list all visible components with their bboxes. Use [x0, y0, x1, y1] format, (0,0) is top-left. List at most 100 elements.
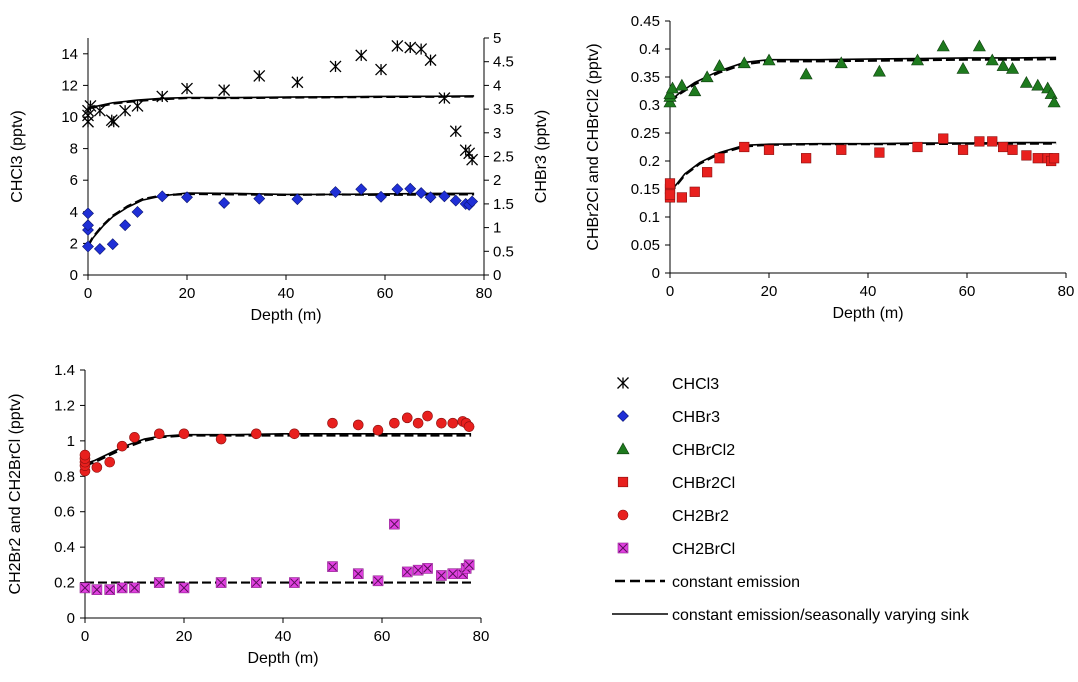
- panel2-chbr2cl-point: [957, 144, 969, 155]
- panel2-chbr2cl-point: [987, 136, 998, 147]
- panel2-chbrcl2-point: [799, 67, 813, 80]
- panel1-chcl3-point: [449, 125, 462, 138]
- panel3-ch2br2-point: [389, 417, 400, 429]
- panel3-ch2brcl-point-stroke: [154, 578, 164, 587]
- panel2-chbrcl2-point-shape: [762, 53, 776, 66]
- panel1-chcl3-point: [466, 153, 479, 166]
- panel1-chbr3-point: [131, 206, 144, 218]
- panel1-chcl3-point: [438, 92, 451, 104]
- panel1-chcl3-point: [218, 84, 231, 97]
- panel2-chbr2cl-point: [664, 178, 676, 189]
- panel3-y-tick-label: 1.2: [54, 397, 75, 414]
- panel2-chbrcl2-point-shape: [675, 78, 689, 91]
- panel3-ch2brcl-point-stroke: [464, 560, 474, 570]
- legend-chbr2cl-swatch-shape: [617, 476, 629, 488]
- panel2-chbrcl2-point-shape: [936, 39, 950, 52]
- panel2-chbr2cl-point: [739, 141, 750, 153]
- panel1-chcl3-point: [84, 99, 97, 112]
- panel3-ch2brcl-point: [436, 570, 447, 581]
- panel2-chbrcl2-point-shape: [688, 84, 702, 97]
- legend-chcl3-swatch: [617, 377, 629, 389]
- panel2-chbr2cl-point-shape: [874, 147, 885, 158]
- panel3-ch2brcl-point: [463, 559, 475, 571]
- panel2-chbr2cl-point-shape: [836, 144, 847, 155]
- panel2-chbrcl2-point: [1019, 75, 1033, 88]
- panel2-chbrcl2-point: [996, 59, 1010, 71]
- panel3-ch2brcl-point: [104, 584, 116, 595]
- panel1-chbr3-point-shape: [415, 187, 428, 199]
- panel1-chcl3-point: [181, 82, 193, 95]
- panel3-ch2br2-point: [116, 440, 128, 452]
- legend-ch2br2-label: CH2Br2: [672, 508, 729, 525]
- panel2-chbrcl2-point-shape: [799, 67, 813, 80]
- panel2-x-tick-label: 80: [1058, 283, 1075, 300]
- panel3-ch2brcl-point-stroke: [413, 565, 423, 575]
- panel1-model-line-solid: [87, 95, 475, 109]
- panel1-x-tick-label: 40: [278, 285, 295, 302]
- panel1-y-tick-label: 12: [61, 77, 78, 94]
- panel3-ch2brcl-point-stroke: [328, 562, 337, 571]
- panel3-model-line-solid: [84, 432, 472, 465]
- panel3-ch2brcl-point: [447, 568, 459, 580]
- panel3-x-tick-label: 20: [176, 628, 193, 645]
- panel2-chbrcl2-point-shape: [910, 53, 925, 66]
- panel1-y2-tick-label: 1.5: [493, 196, 514, 213]
- panel1-x-tick-label: 60: [377, 285, 394, 302]
- panel2-y-tick-label: 0.05: [631, 237, 660, 254]
- panel1-chbr3-point-shape: [391, 183, 404, 196]
- panel3-ch2br2-point-shape: [153, 428, 165, 440]
- panel1-chbr3-point-shape: [181, 191, 193, 204]
- panel3-ch2brcl-point-stroke: [290, 578, 299, 587]
- panel2-chbr2cl-point-shape: [702, 167, 713, 178]
- panel1-chbr3-point: [156, 190, 169, 203]
- panel3-ch2brcl-point: [412, 564, 424, 576]
- panel2-y-tick-label: 0.15: [631, 181, 660, 198]
- panel3-ch2brcl-point-stroke: [105, 585, 115, 595]
- panel2-chbr2cl-point: [1049, 153, 1060, 164]
- panel3-ch2br2-point: [104, 456, 116, 468]
- panel2-x-tick-label: 40: [860, 283, 877, 300]
- panel1-chcl3-point: [375, 63, 387, 76]
- panel3-ch2br2-point: [129, 432, 140, 443]
- panel1-chbr3-point: [119, 219, 132, 232]
- panel2-y-tick-label: 0.35: [631, 69, 660, 86]
- panel1-chbr3-point: [181, 191, 193, 204]
- panel1-model-line-solid: [87, 192, 475, 247]
- panel2-y-tick-label: 0.25: [631, 125, 660, 142]
- panel3-ch2brcl-point: [129, 582, 140, 594]
- panel3-ch2brcl-point: [389, 518, 400, 530]
- panel2-chbr2cl-point: [874, 147, 885, 158]
- panel1-chcl3-point: [391, 39, 404, 52]
- legend-chcl3-label: CHCl3: [672, 376, 719, 393]
- panel2-chbr2cl-point: [998, 141, 1009, 153]
- panel3-ch2brcl-point: [401, 566, 413, 578]
- legend-ch2brcl-swatch-stroke: [618, 543, 628, 553]
- panel2-model-line-solid: [669, 56, 1057, 102]
- panel2-chbr2cl-point-shape: [987, 136, 998, 147]
- panel1-chbr3-point-shape: [291, 193, 304, 206]
- legend-chbrcl2-label: CHBrCl2: [672, 442, 735, 459]
- panel3-ch2brcl-point-stroke: [390, 519, 399, 529]
- panel3-ch2brcl-point-stroke: [373, 576, 383, 586]
- panel1-chbr3-point-shape: [93, 243, 106, 255]
- panel1-chbr3-point: [218, 197, 231, 209]
- panel3-ch2br2-point-shape: [289, 428, 300, 440]
- panel2-y-axis-label: CHBr2Cl and CHBrCl2 (pptv): [585, 43, 602, 250]
- panel3-ch2brcl-point: [153, 577, 165, 588]
- panel3-ch2br2-point-shape: [401, 412, 413, 424]
- panel3-ch2brcl-point: [91, 584, 103, 595]
- panel2-chbrcl2-point-shape: [1047, 95, 1061, 108]
- panel2-chbrcl2-point: [1006, 61, 1020, 74]
- panel2-chbrcl2-point: [834, 56, 848, 69]
- legend-chbr3-label: CHBr3: [672, 409, 720, 426]
- panel3-ch2brcl-point: [116, 582, 128, 594]
- panel2-chbr2cl-point: [1007, 144, 1018, 155]
- panel3-ch2br2-point: [422, 410, 433, 422]
- panel2-y-tick-label: 0.2: [639, 153, 660, 170]
- panel3-ch2br2-point: [401, 412, 413, 424]
- panel2-model-line-solid: [669, 141, 1057, 194]
- panel3-ch2br2-point: [352, 419, 364, 431]
- panel3-ch2br2-point-shape: [389, 417, 400, 429]
- panel2-chbr2cl-point: [912, 141, 923, 153]
- panel2-chbrcl2-point: [712, 59, 727, 71]
